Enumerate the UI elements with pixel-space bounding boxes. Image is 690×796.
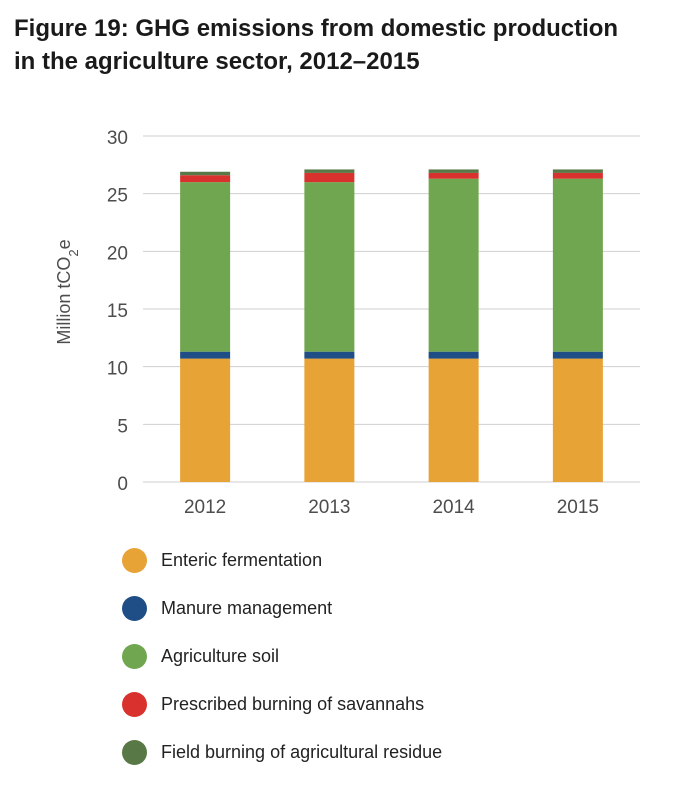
legend-item: Enteric fermentation bbox=[122, 536, 442, 584]
legend-label: Enteric fermentation bbox=[161, 549, 323, 570]
bar-segment bbox=[304, 169, 355, 173]
bar-segment bbox=[304, 182, 355, 352]
y-tick-label: 5 bbox=[117, 416, 128, 437]
x-axis-ticks: 2012 2013 2014 2015 bbox=[184, 497, 599, 518]
bars bbox=[180, 169, 603, 482]
legend-item: Agriculture soil bbox=[122, 632, 442, 680]
legend-swatch bbox=[122, 643, 147, 669]
bar-segment bbox=[428, 169, 479, 173]
y-tick-label: 30 bbox=[107, 128, 128, 149]
x-tick-label: 2013 bbox=[308, 497, 350, 518]
bar-segment bbox=[552, 351, 603, 359]
legend-swatch bbox=[122, 595, 147, 621]
bar-segment bbox=[552, 169, 603, 173]
legend-label: Manure management bbox=[161, 597, 333, 618]
chart-title-line-1: Figure 19: GHG emissions from domestic p… bbox=[14, 15, 619, 42]
legend-label: Prescribed burning of savannahs bbox=[161, 693, 425, 714]
x-tick-label: 2012 bbox=[184, 497, 226, 518]
y-axis-ticks: 0 5 10 15 20 25 30 bbox=[107, 128, 128, 495]
legend-swatch bbox=[122, 691, 147, 717]
y-tick-label: 20 bbox=[107, 243, 128, 264]
bar-segment bbox=[180, 351, 231, 359]
chart-title-line-2: in the agriculture sector, 2012–2015 bbox=[14, 48, 420, 75]
bar-segment bbox=[304, 358, 355, 482]
stacked-bar-chart: 0 5 10 15 20 25 30 2012 2013 2014 2015 Million tC… bbox=[54, 128, 640, 518]
legend-label: Field burning of agricultural residue bbox=[161, 741, 443, 762]
y-axis-label: Million tCO2e bbox=[54, 239, 81, 344]
bar-segment bbox=[304, 351, 355, 359]
bar-segment bbox=[180, 358, 231, 482]
legend-item: Field burning of agricultural residue bbox=[122, 728, 442, 776]
bar-segment bbox=[552, 358, 603, 482]
bar-segment bbox=[180, 175, 231, 183]
bar-segment bbox=[552, 172, 603, 179]
bar-segment bbox=[428, 172, 479, 179]
bar-segment bbox=[304, 172, 355, 183]
bar-segment bbox=[428, 358, 479, 482]
bar-segment bbox=[428, 178, 479, 352]
y-tick-label: 25 bbox=[107, 186, 128, 207]
legend-swatch bbox=[122, 547, 147, 573]
bar-segment bbox=[180, 171, 231, 176]
bar-segment bbox=[180, 182, 231, 352]
y-tick-label: 15 bbox=[107, 301, 128, 322]
x-tick-label: 2014 bbox=[432, 497, 475, 518]
bar-segment bbox=[552, 178, 603, 352]
chart-title: Figure 19: GHG emissions from domestic p… bbox=[14, 12, 674, 78]
legend-label: Agriculture soil bbox=[161, 645, 280, 666]
legend-item: Manure management bbox=[122, 584, 442, 632]
x-tick-label: 2015 bbox=[557, 497, 599, 518]
y-tick-label: 10 bbox=[107, 359, 128, 380]
y-tick-label: 0 bbox=[117, 474, 128, 495]
legend: Enteric fermentation Manure management Agr… bbox=[122, 536, 442, 776]
legend-item: Prescribed burning of savannahs bbox=[122, 680, 442, 728]
legend-swatch bbox=[122, 739, 147, 765]
bar-segment bbox=[428, 351, 479, 359]
